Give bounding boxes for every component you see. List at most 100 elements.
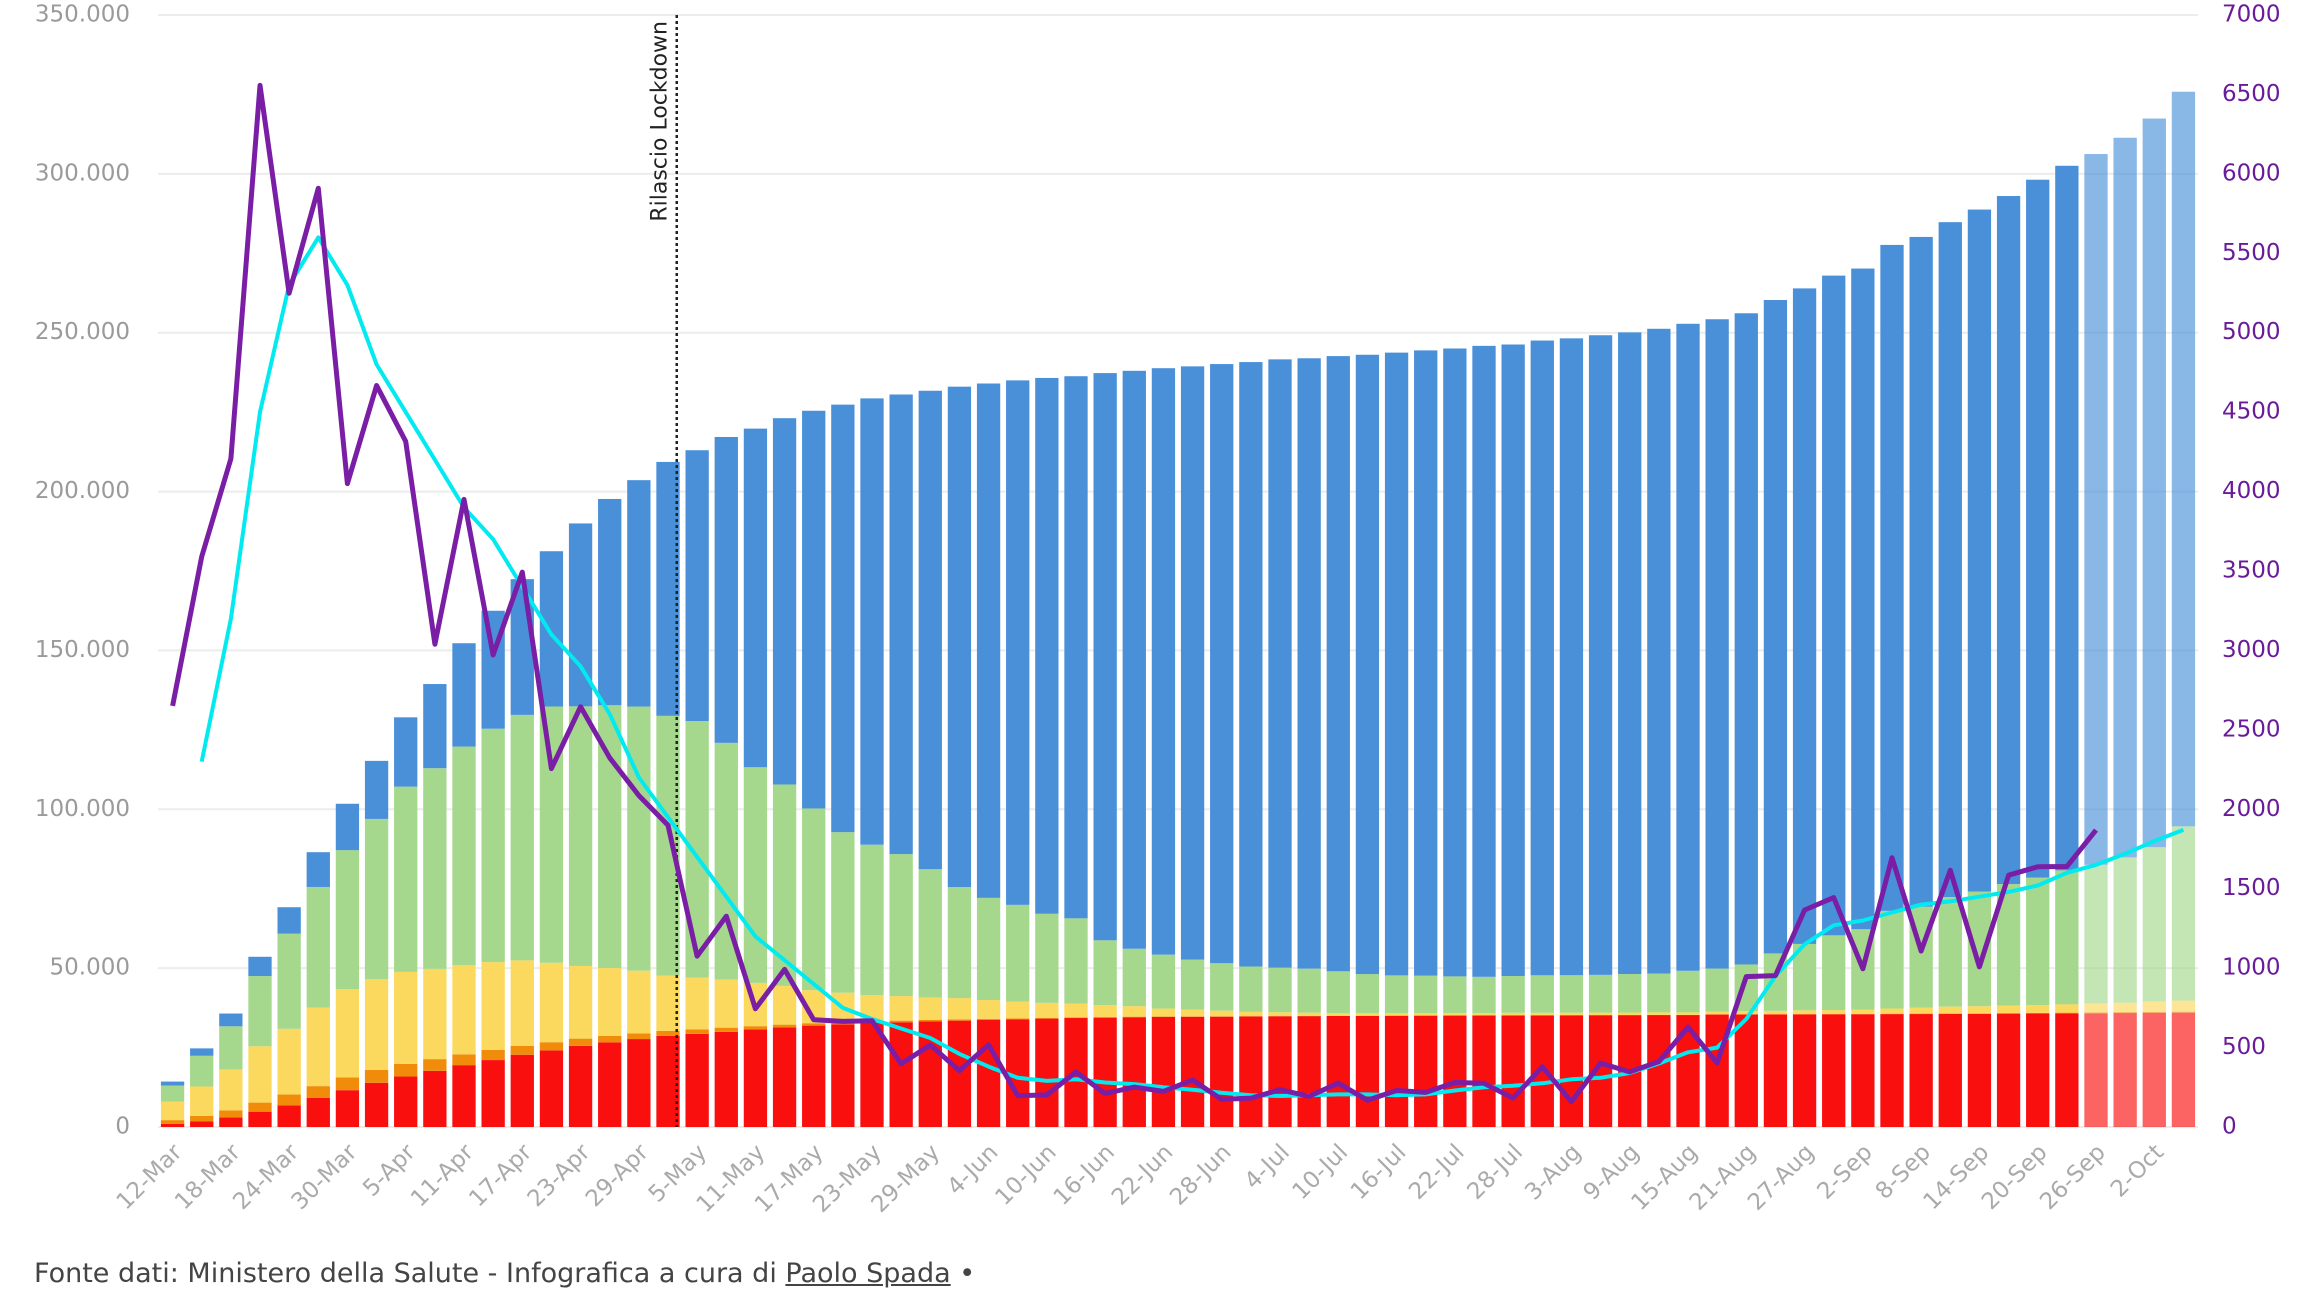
y2-tick-label: 4500 [2222, 399, 2281, 425]
bar-segment [627, 970, 651, 1034]
bar-segment [1093, 373, 1117, 941]
bar-segment [1472, 976, 1496, 1013]
bar-segment [1880, 910, 1904, 1009]
bar-segment [1676, 1015, 1700, 1127]
bar-segment [190, 1121, 214, 1127]
bar-segment [976, 897, 1001, 1001]
bar-segment [1588, 974, 1613, 1013]
bar-segment [2055, 870, 2079, 1005]
bar-segment [1093, 940, 1117, 1006]
bar-segment [947, 1020, 972, 1127]
bar-segment [1647, 1012, 1671, 1015]
x-tick-label: 11-Apr [406, 1139, 479, 1212]
bar-segment [2084, 864, 2108, 1004]
bar-segment [2084, 154, 2108, 865]
bar-segment [335, 1090, 360, 1127]
bar-segment [1472, 345, 1496, 977]
bar-segment [335, 1077, 360, 1091]
bar-segment [2171, 1012, 2196, 1127]
bar-segment [1297, 358, 1321, 969]
bar-segment [2026, 179, 2050, 878]
bar-segment [2026, 877, 2050, 1006]
bar-segment [248, 976, 272, 1047]
bar-segment [1180, 1009, 1205, 1017]
bar-segment [2055, 1013, 2079, 1127]
bar-segment [685, 1033, 709, 1127]
bar-segment [2171, 826, 2196, 1001]
bar-segment [394, 786, 418, 972]
bar-segment [1705, 968, 1729, 1012]
bar-segment [1996, 1005, 2021, 1014]
bar-segment [1559, 1015, 1584, 1127]
bar-segment [1880, 1008, 1904, 1014]
bar-segment [219, 1069, 243, 1111]
bar-segment [1414, 975, 1438, 1014]
bar-segment [248, 1111, 272, 1127]
bar-segment [1093, 1017, 1117, 1018]
bar-segment [2113, 1013, 2137, 1127]
bar-segment [598, 968, 622, 1036]
bar-segment [2055, 1004, 2079, 1013]
bar-segment [364, 760, 389, 819]
bar-segment [1792, 1010, 1817, 1015]
bar-segment [1443, 348, 1467, 977]
bar-segment [1996, 884, 2021, 1006]
bar-segment [364, 1069, 389, 1083]
bar-segment [452, 643, 476, 747]
bar-segment [2084, 1013, 2108, 1127]
bar-segment [1851, 268, 1875, 930]
bar-segment [190, 1048, 214, 1056]
bar-segment [423, 1070, 447, 1127]
bar-segment [510, 960, 534, 1046]
bar-segment [2171, 91, 2196, 827]
bar-segment [1822, 935, 1846, 1011]
bar-segment [568, 706, 593, 966]
bar-segment [1851, 1009, 1875, 1014]
bar-segment [627, 706, 651, 971]
bar-segment [685, 450, 709, 722]
bar-segment [1967, 1013, 1992, 1014]
bar-segment [423, 968, 447, 1060]
bar-segment [685, 1029, 709, 1034]
bar-segment [714, 1027, 738, 1032]
source-text: Fonte dati: Ministero della Salute - Inf… [34, 1258, 777, 1289]
bar-segment [918, 390, 942, 870]
bar-segment [452, 1054, 476, 1066]
bar-segment [772, 985, 797, 1025]
bar-segment [889, 996, 913, 1021]
y-tick-label: 0 [115, 1114, 130, 1140]
y-tick-label: 250.000 [35, 319, 130, 345]
x-tick-label: 23-Apr [523, 1139, 596, 1212]
y-tick-label: 150.000 [35, 637, 130, 663]
bar-segment [1996, 1013, 2021, 1014]
bar-segment [976, 1000, 1001, 1019]
bar-segment [1122, 370, 1146, 949]
author-link[interactable]: Paolo Spada [785, 1258, 951, 1289]
bar-segment [2113, 1002, 2137, 1013]
bar-segment [2113, 857, 2137, 1003]
y2-tick-label: 0 [2222, 1114, 2237, 1140]
bar-segment [1035, 1002, 1059, 1018]
bar-segment [219, 1013, 243, 1027]
bar-segment [248, 1102, 272, 1112]
bar-segment [219, 1117, 243, 1127]
bar-segment [1239, 966, 1263, 1012]
bar-segment [2026, 1012, 2050, 1014]
bar-segment [277, 933, 301, 1029]
bar-segment [889, 394, 913, 855]
bar-segment [772, 1027, 797, 1127]
bar-segment [1122, 1017, 1146, 1127]
bar-segment [1792, 1014, 1817, 1127]
bar-segment [1996, 196, 2021, 885]
bar-segment [1180, 1016, 1205, 1127]
bar-segment [656, 461, 680, 716]
y2-tick-label: 6000 [2222, 160, 2281, 186]
line [199, 235, 2185, 1098]
bar-segment [1239, 1016, 1263, 1127]
bar-segment [1268, 1012, 1292, 1017]
bar-segment [1035, 1018, 1059, 1127]
bar-segment [1006, 1018, 1030, 1020]
bar-segment [1355, 1013, 1380, 1016]
bar-segment [772, 418, 797, 785]
bar-segment [918, 1019, 942, 1022]
